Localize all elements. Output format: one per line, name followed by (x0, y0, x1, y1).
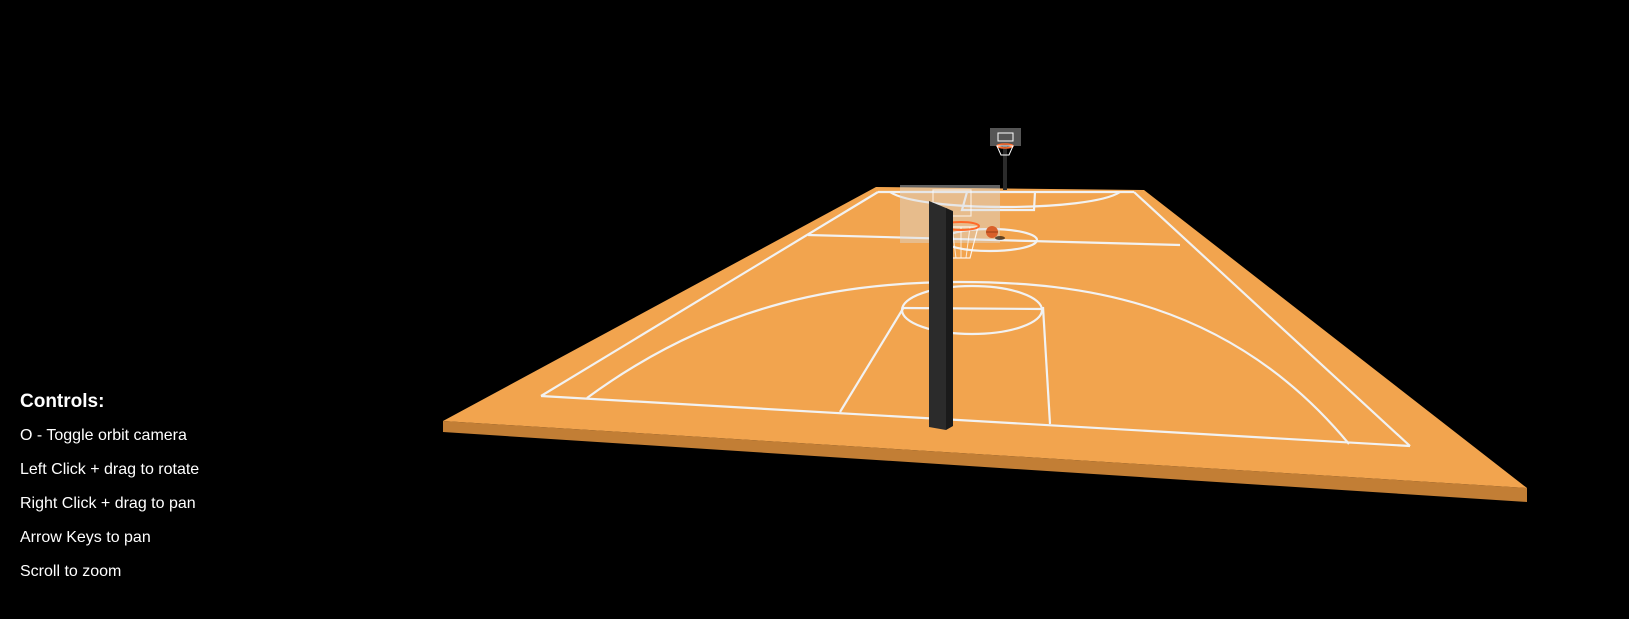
control-item-zoom: Scroll to zoom (20, 563, 122, 580)
far-three-point-arc (889, 191, 1121, 209)
court-floor (443, 187, 1527, 488)
free-throw-line (903, 306, 1044, 311)
control-item-pan-mouse: Right Click + drag to pan (20, 495, 196, 512)
control-item-orbit: O - Toggle orbit camera (20, 427, 187, 444)
far-paint (960, 191, 1037, 212)
control-item-pan-keys: Arrow Keys to pan (20, 529, 151, 546)
paint-left (839, 306, 905, 413)
far-hoop (990, 128, 1021, 190)
controls-title: Controls: (20, 391, 105, 412)
near-baseline (540, 394, 1411, 448)
paint-right (1041, 306, 1052, 425)
court-edge (443, 421, 1527, 502)
far-backboard-frame (997, 132, 1014, 142)
near-hoop (900, 185, 1000, 430)
control-item-rotate: Left Click + drag to rotate (20, 461, 200, 478)
three-point-arc (586, 280, 1350, 445)
controls-panel: Controls: O - Toggle orbit camera Left C… (20, 390, 199, 596)
near-pole-shade (946, 208, 953, 430)
far-net (996, 145, 1014, 156)
near-pole (929, 201, 946, 430)
half-court-line (807, 233, 1181, 247)
far-pole (1003, 145, 1007, 190)
ball-shadow (995, 236, 1005, 240)
basketball (986, 226, 1005, 240)
left-sideline (540, 191, 879, 397)
near-net-strand-3 (965, 226, 971, 259)
right-sideline (1133, 191, 1411, 447)
